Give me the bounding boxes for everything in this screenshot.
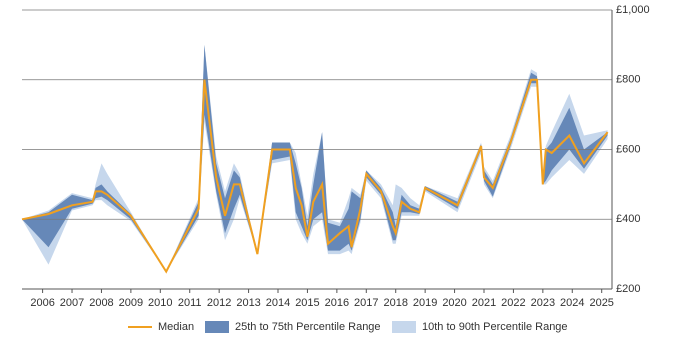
percentile-band — [22, 44, 608, 272]
x-tick-label: 2020 — [442, 297, 466, 309]
x-tick-label: 2015 — [295, 297, 319, 309]
x-tick-label: 2024 — [560, 297, 584, 309]
x-tick-label: 2022 — [501, 297, 525, 309]
legend-label: 25th to 75th Percentile Range — [235, 321, 381, 333]
median-line — [21, 78, 609, 274]
x-tick-label: 2013 — [236, 297, 260, 309]
x-tick-label: 2019 — [413, 297, 437, 309]
percentile-band — [22, 44, 608, 272]
x-tick-label: 2011 — [178, 297, 202, 309]
legend-swatch — [205, 321, 229, 333]
y-tick-label: £400 — [616, 213, 640, 225]
y-tick-label: £1,000 — [616, 4, 650, 16]
x-tick-label: 2025 — [589, 297, 613, 309]
x-tick-label: 2007 — [60, 297, 84, 309]
x-tick-label: 2010 — [148, 297, 172, 309]
x-tick-label: 2017 — [354, 297, 378, 309]
y-tick-label: £200 — [616, 283, 640, 295]
x-tick-label: 2008 — [89, 297, 113, 309]
x-tick-label: 2021 — [472, 297, 496, 309]
x-tick-label: 2009 — [119, 297, 143, 309]
x-tick-label: 2018 — [383, 297, 407, 309]
legend-swatch — [392, 321, 416, 333]
x-tick-label: 2012 — [207, 297, 231, 309]
x-tick-label: 2014 — [266, 297, 290, 309]
x-tick-label: 2006 — [30, 297, 54, 309]
x-tick-label: 2016 — [325, 297, 349, 309]
x-tick-label: 2023 — [531, 297, 555, 309]
legend-label: 10th to 90th Percentile Range — [422, 321, 568, 333]
legend-label: Median — [158, 321, 194, 333]
y-tick-label: £800 — [616, 74, 640, 86]
y-tick-label: £600 — [616, 143, 640, 155]
